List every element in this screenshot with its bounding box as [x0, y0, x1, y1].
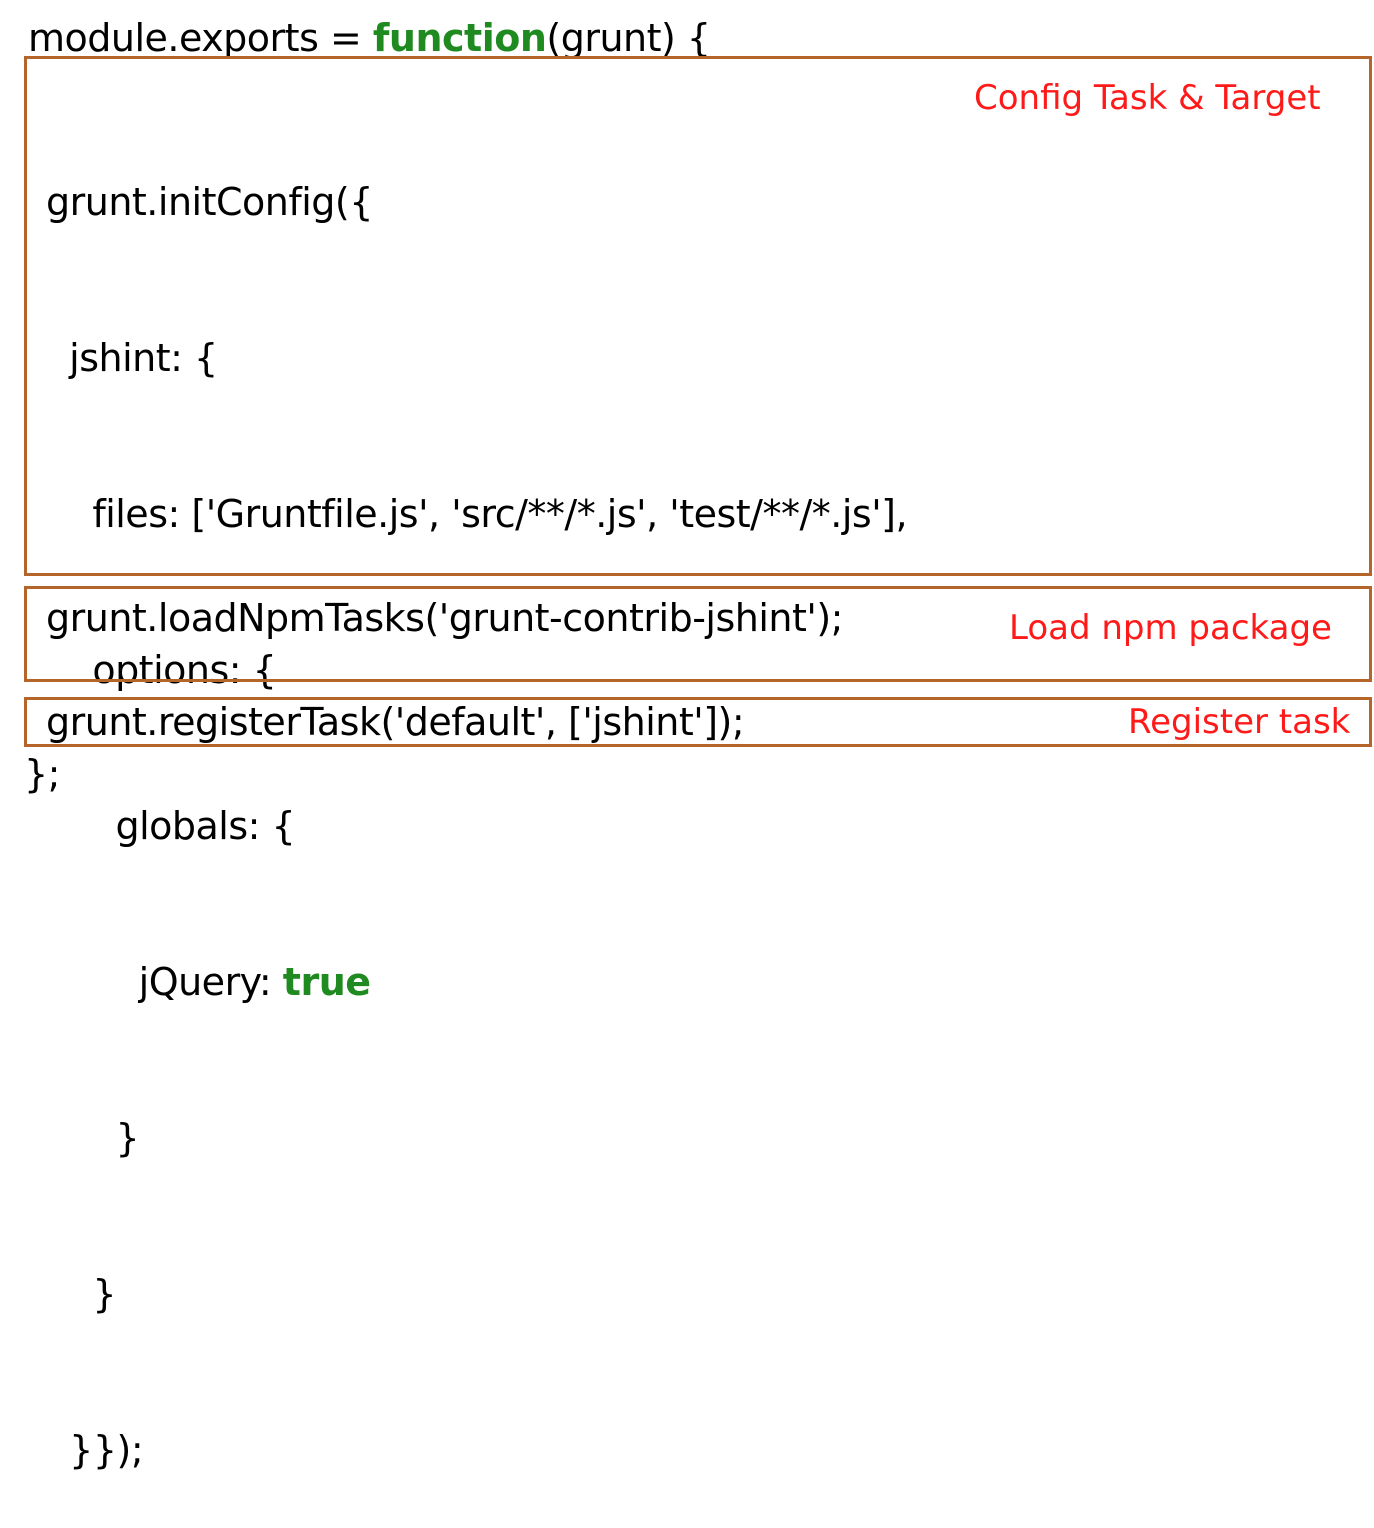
- register-task-box: [24, 697, 1372, 747]
- function-args-text: (grunt) {: [546, 16, 711, 60]
- code-line-load-npm-tasks: grunt.loadNpmTasks('grunt-contrib-jshint…: [46, 596, 843, 640]
- code-line-jquery: jQuery: true: [46, 956, 907, 1008]
- module-exports-text: module.exports =: [28, 16, 373, 60]
- jquery-key-text: jQuery:: [46, 960, 283, 1004]
- true-keyword: true: [282, 960, 371, 1004]
- code-line-files: files: ['Gruntfile.js', 'src/**/*.js', '…: [46, 492, 908, 536]
- code-line-closing: };: [24, 752, 60, 796]
- code-config-block: grunt.initConfig({ jshint: { files: ['Gr…: [46, 72, 908, 1528]
- code-line-register-task: grunt.registerTask('default', ['jshint']…: [46, 700, 745, 744]
- code-line-initconfig: grunt.initConfig({: [46, 180, 373, 224]
- code-line-jshint: jshint: {: [46, 336, 218, 380]
- function-keyword: function: [372, 16, 547, 60]
- code-line-close-config: }});: [46, 1428, 144, 1472]
- code-line-globals: globals: {: [46, 804, 296, 848]
- config-task-annotation: Config Task & Target: [974, 78, 1321, 118]
- register-task-annotation: Register task: [1128, 702, 1351, 742]
- code-line-close-options: }: [46, 1272, 116, 1316]
- config-task-box: [24, 56, 1372, 576]
- load-npm-box: [24, 586, 1372, 682]
- code-line-options: options: {: [46, 648, 277, 692]
- code-line-module-exports: module.exports = function(grunt) {: [28, 12, 711, 64]
- code-line-close-globals: }: [46, 1116, 140, 1160]
- load-npm-annotation: Load npm package: [1009, 608, 1332, 648]
